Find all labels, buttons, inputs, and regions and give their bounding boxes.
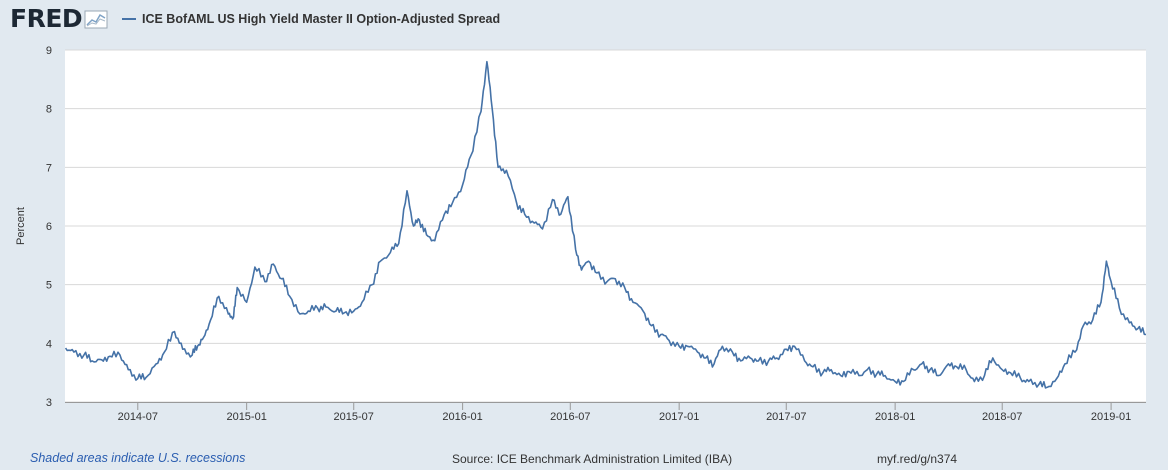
x-tick-label: 2017-07 (766, 411, 806, 423)
y-tick-label: 5 (46, 280, 52, 292)
x-tick-label: 2019-01 (1091, 411, 1131, 423)
fred-logo-text: FRED (10, 4, 83, 33)
x-tick-label: 2017-01 (659, 411, 699, 423)
chart-legend[interactable]: ICE BofAML US High Yield Master II Optio… (122, 9, 500, 29)
x-tick-label: 2015-01 (226, 411, 266, 423)
y-tick-label: 8 (46, 104, 52, 116)
recession-note: Shaded areas indicate U.S. recessions (30, 451, 246, 465)
source-text: Source: ICE Benchmark Administration Lim… (452, 452, 733, 466)
fred-logo[interactable]: FRED (10, 4, 108, 34)
y-tick-label: 3 (46, 397, 52, 409)
legend-series-swatch (122, 18, 136, 20)
x-tick-label: 2018-07 (982, 411, 1022, 423)
y-axis-label: Percent (15, 207, 27, 245)
series-line (64, 60, 1147, 389)
x-tick-label: 2014-07 (118, 411, 158, 423)
line-graph-icon (84, 10, 108, 29)
x-tick-label: 2016-01 (442, 411, 482, 423)
y-tick-label: 4 (46, 338, 52, 350)
legend-series-label: ICE BofAML US High Yield Master II Optio… (142, 12, 501, 26)
chart-header: FRED ICE BofAML US High Yield Master II … (0, 0, 1168, 40)
y-tick-label: 7 (46, 162, 52, 174)
short-link[interactable]: myf.red/g/n374 (877, 452, 958, 466)
x-tick-label: 2015-07 (334, 411, 374, 423)
x-tick-label: 2018-01 (875, 411, 915, 423)
y-tick-label: 6 (46, 221, 52, 233)
y-tick-label: 9 (46, 45, 52, 57)
x-tick-label: 2016-07 (550, 411, 590, 423)
